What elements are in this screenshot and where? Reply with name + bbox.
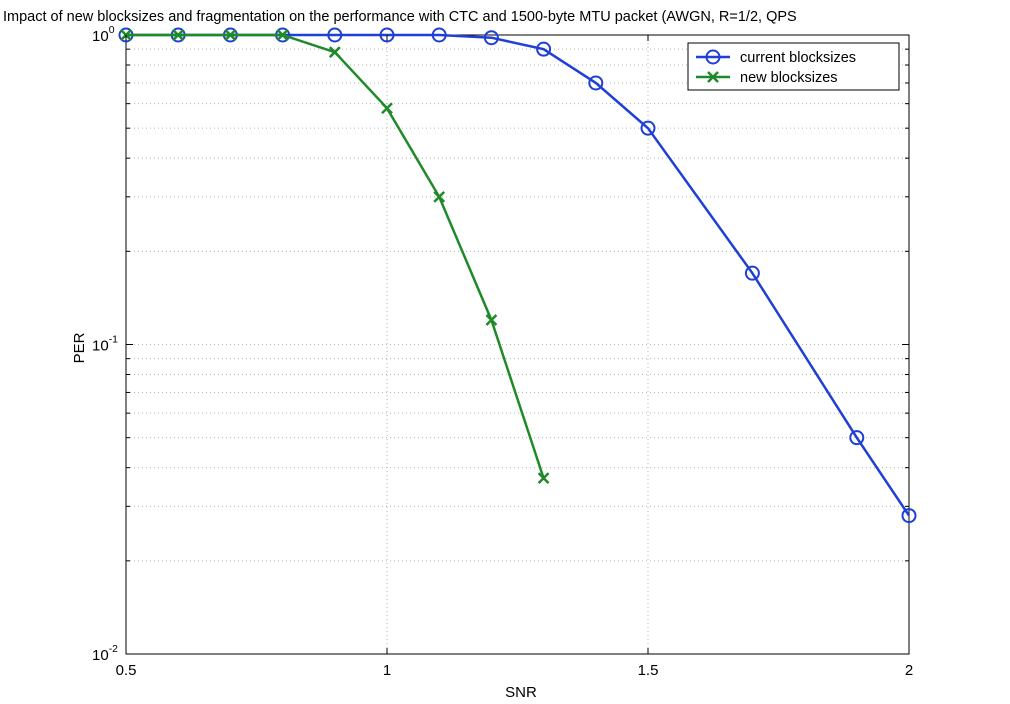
y-tick-exponent: 0 (109, 24, 115, 36)
y-tick-label: 100 (92, 24, 115, 45)
x-tick-label: 0.5 (116, 662, 137, 679)
y-axis-label: PER (71, 332, 88, 363)
x-tick-label: 2 (905, 662, 913, 679)
plot-frame (126, 35, 909, 654)
y-tick-exponent: -2 (109, 643, 118, 655)
x-tick-label: 1 (383, 662, 391, 679)
x-axis-label: SNR (505, 684, 537, 701)
y-tick-exponent: -1 (109, 334, 118, 346)
chart-title: Impact of new blocksizes and fragmentati… (3, 9, 797, 25)
y-tick-label: 10-2 (92, 643, 118, 664)
plot-area (126, 35, 909, 654)
legend-label: current blocksizes (740, 50, 856, 66)
y-tick-label: 10-1 (92, 334, 118, 355)
legend: current blocksizes new blocksizes (688, 43, 899, 90)
x-tick-label: 1.5 (638, 662, 659, 679)
legend-label: new blocksizes (740, 70, 838, 86)
